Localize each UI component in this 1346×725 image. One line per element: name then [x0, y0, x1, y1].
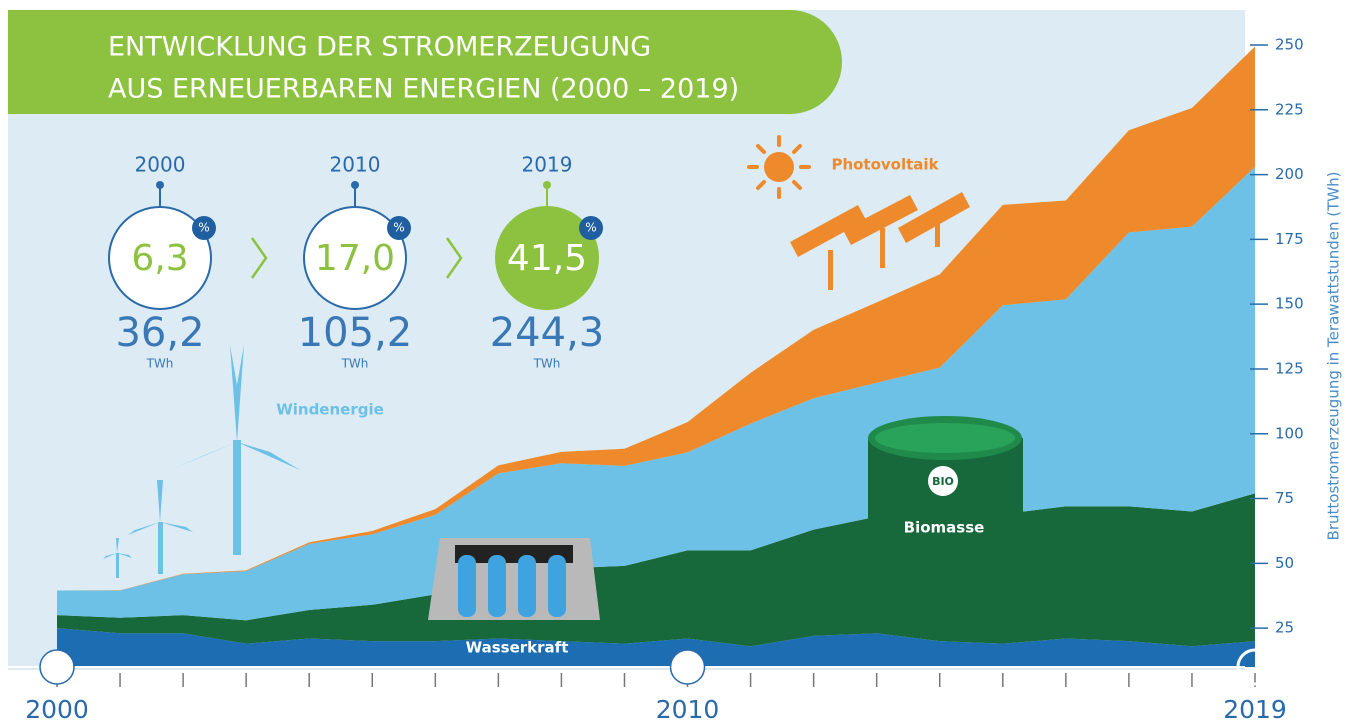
- energy-value: 36,2: [115, 310, 204, 356]
- x-tick-label: 2019: [1223, 695, 1287, 724]
- turbine-tower: [158, 522, 163, 574]
- x-tick-label: 2000: [25, 695, 89, 724]
- series-label: Photovoltaik: [831, 156, 939, 174]
- x-tick-label: 2010: [656, 695, 720, 724]
- share-unit: %: [585, 221, 596, 235]
- x-tick-marker: [40, 650, 74, 684]
- pin-head: [351, 181, 359, 189]
- turbine-tower: [116, 553, 119, 578]
- dam-gate: [488, 555, 506, 617]
- dam-gate: [548, 555, 566, 617]
- y-tick-label: 250: [1275, 36, 1304, 54]
- dam: [428, 538, 600, 620]
- y-tick-label: 200: [1275, 165, 1304, 183]
- energy-value: 244,3: [490, 310, 605, 356]
- panel-post: [828, 250, 833, 290]
- highlight-year: 2019: [522, 153, 573, 177]
- series-label: Wasserkraft: [466, 639, 569, 657]
- dam-gate: [458, 555, 476, 617]
- share-value: 17,0: [315, 238, 395, 279]
- bio-badge-label: BIO: [932, 475, 954, 488]
- sun-disc: [764, 152, 794, 182]
- biogas-tank: BIO: [868, 416, 1023, 563]
- energy-value: 105,2: [298, 310, 413, 356]
- chart-title: ENTWICKLUNG DER STROMERZEUGUNG: [108, 32, 651, 63]
- sun: [749, 137, 809, 197]
- series-label: Windenergie: [276, 401, 384, 419]
- energy-unit: TWh: [146, 357, 174, 371]
- y-tick-label: 150: [1275, 295, 1304, 313]
- x-tick-marker: [671, 650, 705, 684]
- y-axis-label: Bruttostromerzeugung in Terawattstunden …: [1325, 172, 1343, 541]
- pin-head: [156, 181, 164, 189]
- y-tick-label: 175: [1275, 230, 1304, 248]
- y-tick-label: 75: [1275, 489, 1294, 507]
- dam-gate: [518, 555, 536, 617]
- chart-title: AUS ERNEUERBAREN ENERGIEN (2000 – 2019): [108, 74, 739, 105]
- panel-post: [880, 228, 885, 268]
- share-unit: %: [198, 221, 209, 235]
- y-tick-label: 50: [1275, 554, 1294, 572]
- energy-unit: TWh: [533, 357, 561, 371]
- highlight-year: 2000: [135, 153, 186, 177]
- y-tick-label: 225: [1275, 100, 1304, 118]
- y-tick-label: 100: [1275, 424, 1304, 442]
- energy-unit: TWh: [341, 357, 369, 371]
- y-tick-label: 25: [1275, 619, 1294, 637]
- share-value: 41,5: [507, 238, 587, 279]
- turbine-tower: [233, 440, 241, 555]
- series-label: Biomasse: [904, 519, 985, 537]
- share-unit: %: [393, 221, 404, 235]
- share-value: 6,3: [131, 238, 188, 279]
- highlight-year: 2010: [330, 153, 381, 177]
- y-tick-label: 125: [1275, 359, 1304, 377]
- tank-dome: [875, 423, 1015, 453]
- infographic: BIO Wasserkraft Biomasse Windenergie Photov…: [0, 0, 1346, 725]
- pin-head: [543, 181, 551, 189]
